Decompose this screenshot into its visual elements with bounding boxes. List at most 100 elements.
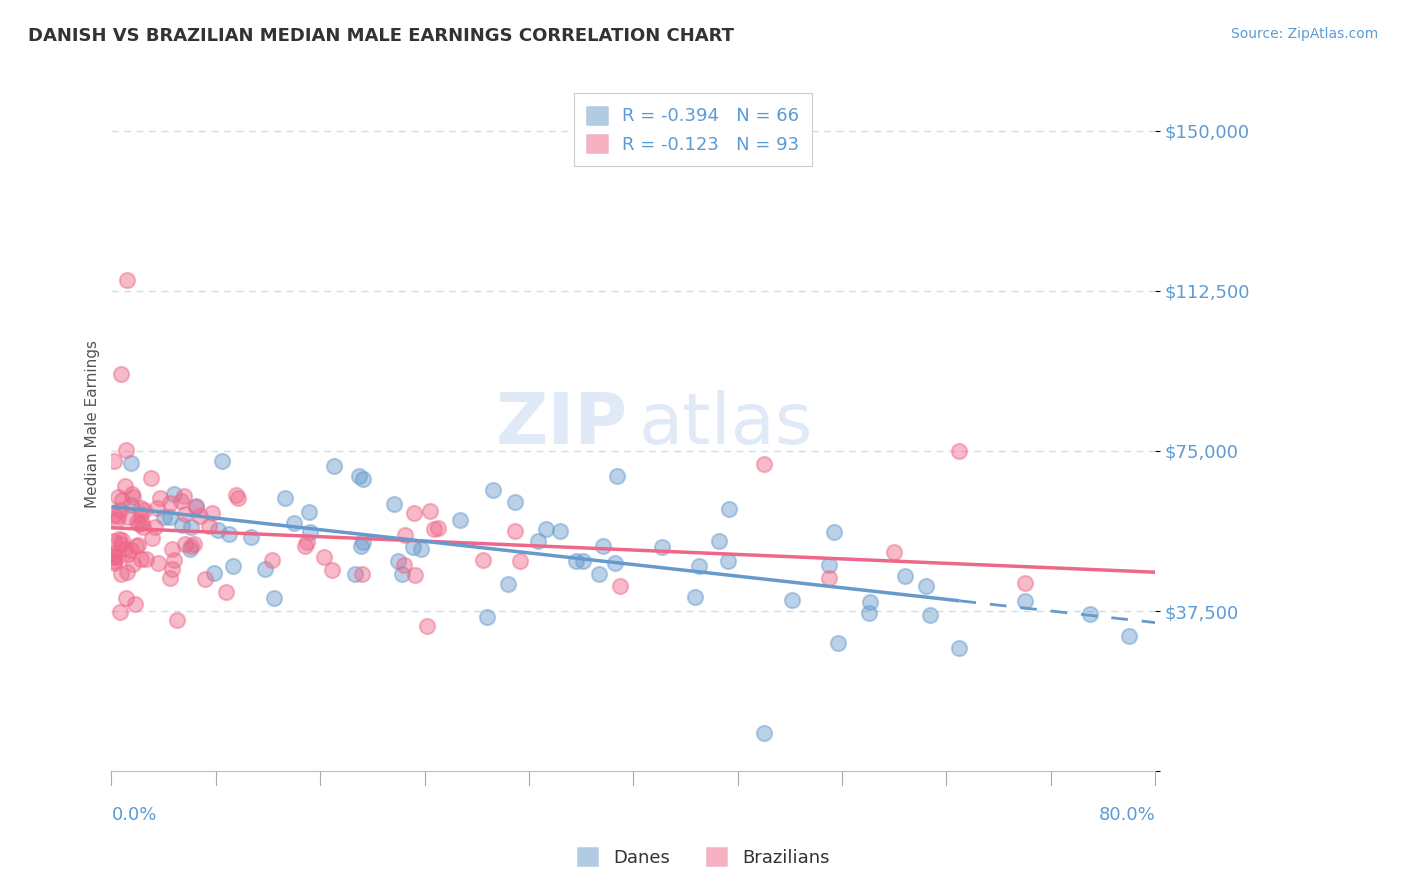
- Point: [184, 500, 207, 514]
- Point: [188, 508, 211, 523]
- Point: [215, 584, 238, 599]
- Y-axis label: Median Male Earnings: Median Male Earnings: [86, 340, 100, 508]
- Point: [823, 524, 845, 539]
- Point: [183, 537, 205, 551]
- Point: [127, 539, 149, 553]
- Point: [827, 636, 849, 650]
- Point: [120, 498, 142, 512]
- Point: [228, 491, 250, 505]
- Point: [422, 523, 444, 537]
- Text: 0.0%: 0.0%: [111, 805, 157, 824]
- Point: [472, 553, 495, 567]
- Point: [128, 517, 150, 532]
- Point: [312, 549, 335, 564]
- Point: [391, 567, 413, 582]
- Point: [384, 497, 406, 511]
- Point: [263, 591, 285, 605]
- Point: [202, 566, 225, 580]
- Point: [298, 525, 321, 540]
- Point: [103, 453, 125, 467]
- Point: [122, 558, 145, 572]
- Point: [197, 519, 219, 533]
- Point: [449, 513, 471, 527]
- Point: [146, 556, 169, 570]
- Point: [606, 469, 628, 483]
- Point: [222, 558, 245, 573]
- Point: [509, 554, 531, 568]
- Text: atlas: atlas: [638, 390, 813, 458]
- Point: [153, 510, 176, 524]
- Point: [120, 542, 142, 557]
- Point: [782, 593, 804, 607]
- Legend: Danes, Brazilians: Danes, Brazilians: [569, 840, 837, 874]
- Point: [323, 458, 346, 473]
- Point: [416, 619, 439, 633]
- Point: [139, 471, 162, 485]
- Point: [110, 367, 132, 381]
- Point: [105, 513, 128, 527]
- Point: [550, 524, 572, 538]
- Point: [114, 541, 136, 556]
- Point: [135, 552, 157, 566]
- Point: [534, 522, 557, 536]
- Point: [180, 520, 202, 534]
- Point: [162, 487, 184, 501]
- Point: [110, 605, 132, 619]
- Point: [394, 558, 416, 572]
- Point: [387, 554, 409, 568]
- Point: [131, 501, 153, 516]
- Text: Source: ZipAtlas.com: Source: ZipAtlas.com: [1230, 27, 1378, 41]
- Point: [1014, 575, 1036, 590]
- Point: [707, 533, 730, 548]
- Point: [207, 523, 229, 537]
- Point: [121, 487, 143, 501]
- Point: [260, 553, 283, 567]
- Point: [427, 521, 450, 535]
- Point: [409, 542, 432, 557]
- Point: [173, 489, 195, 503]
- Point: [114, 479, 136, 493]
- Point: [752, 725, 775, 739]
- Point: [1118, 629, 1140, 643]
- Point: [141, 531, 163, 545]
- Point: [717, 554, 740, 568]
- Point: [111, 493, 134, 508]
- Point: [419, 504, 441, 518]
- Point: [321, 563, 343, 577]
- Point: [129, 551, 152, 566]
- Point: [124, 597, 146, 611]
- Point: [110, 566, 132, 581]
- Point: [110, 537, 132, 551]
- Point: [352, 567, 374, 582]
- Point: [160, 542, 183, 557]
- Point: [717, 502, 740, 516]
- Point: [115, 565, 138, 579]
- Point: [108, 533, 131, 547]
- Point: [132, 503, 155, 517]
- Point: [503, 494, 526, 508]
- Point: [404, 506, 426, 520]
- Point: [120, 456, 142, 470]
- Point: [475, 609, 498, 624]
- Point: [347, 469, 370, 483]
- Point: [166, 613, 188, 627]
- Point: [609, 579, 631, 593]
- Point: [218, 526, 240, 541]
- Point: [129, 507, 152, 521]
- Point: [404, 567, 426, 582]
- Point: [143, 519, 166, 533]
- Point: [948, 641, 970, 656]
- Point: [103, 550, 125, 565]
- Point: [103, 546, 125, 560]
- Point: [401, 541, 423, 555]
- Point: [103, 549, 125, 563]
- Point: [914, 578, 936, 592]
- Point: [503, 524, 526, 538]
- Point: [240, 530, 263, 544]
- Point: [283, 516, 305, 530]
- Point: [818, 558, 841, 572]
- Point: [108, 503, 131, 517]
- Point: [225, 488, 247, 502]
- Point: [103, 554, 125, 568]
- Point: [159, 495, 181, 509]
